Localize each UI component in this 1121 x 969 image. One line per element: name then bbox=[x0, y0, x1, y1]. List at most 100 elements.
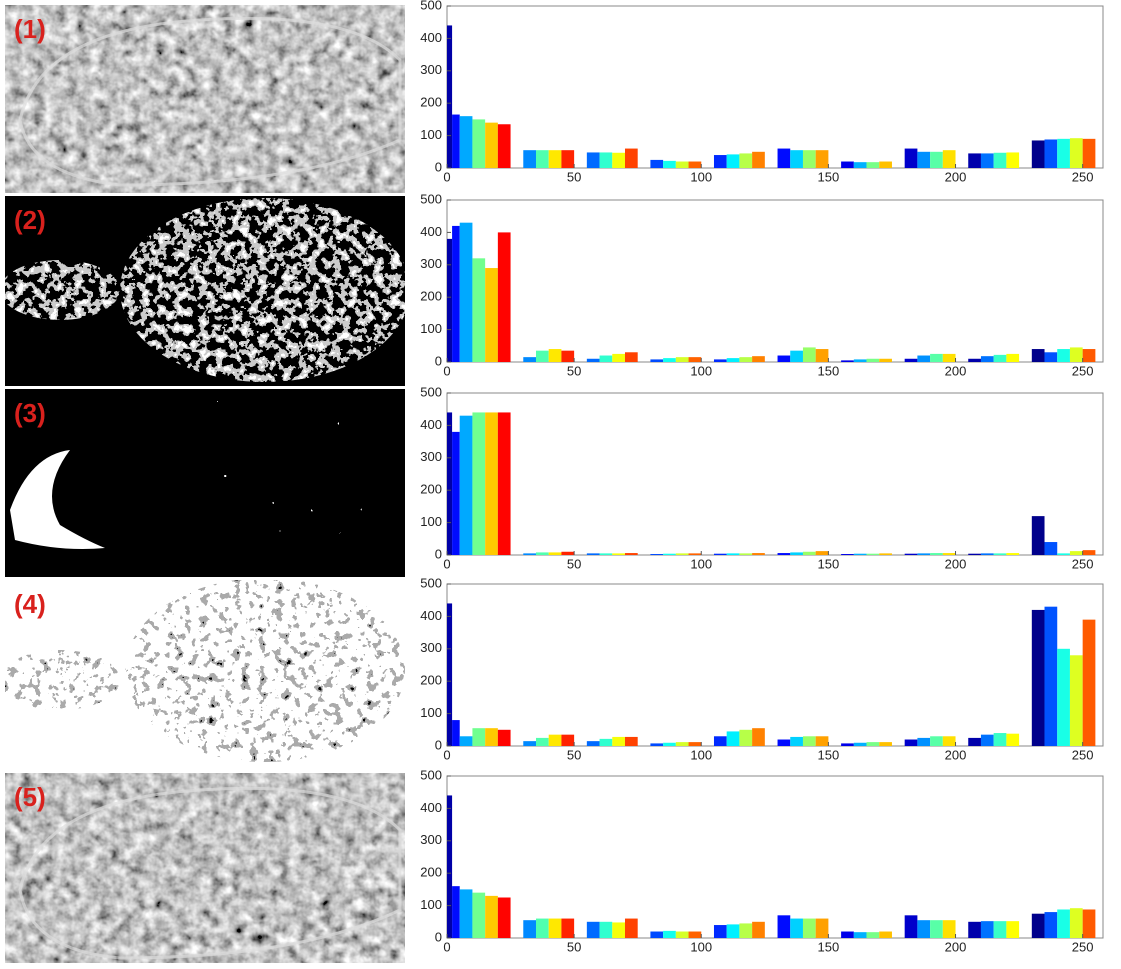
histogram-bar bbox=[1032, 516, 1045, 555]
histogram-bar bbox=[803, 552, 816, 555]
histogram-bar bbox=[561, 552, 574, 555]
histogram-bar bbox=[536, 150, 549, 168]
x-tick-label: 150 bbox=[818, 939, 840, 954]
histogram-bar bbox=[1006, 553, 1019, 555]
x-tick-label: 150 bbox=[818, 169, 840, 184]
histogram-bar bbox=[867, 742, 880, 746]
histogram-bar bbox=[816, 349, 829, 362]
histogram-bar bbox=[905, 149, 918, 168]
histogram-bar bbox=[1045, 139, 1058, 168]
histogram-bar bbox=[1045, 352, 1058, 362]
histogram-bar bbox=[968, 922, 981, 938]
panel-label: (1) bbox=[14, 14, 46, 44]
y-tick-label: 300 bbox=[420, 256, 442, 271]
histogram-bar bbox=[854, 162, 867, 168]
y-tick-label: 500 bbox=[420, 575, 442, 590]
x-tick-label: 100 bbox=[690, 556, 712, 571]
histogram-bar bbox=[867, 554, 880, 555]
y-tick-label: 200 bbox=[420, 482, 442, 497]
histogram-bar bbox=[676, 357, 689, 362]
histogram-bar bbox=[930, 152, 943, 168]
histogram-bar bbox=[879, 742, 892, 746]
histogram-bar bbox=[689, 357, 702, 362]
histogram-bar bbox=[1032, 140, 1045, 168]
histogram-bar bbox=[549, 919, 562, 938]
histogram-bar bbox=[790, 737, 803, 746]
x-tick-label: 200 bbox=[945, 556, 967, 571]
x-tick-label: 0 bbox=[443, 169, 450, 184]
histogram-bar bbox=[587, 359, 600, 362]
histogram-bar bbox=[561, 351, 574, 362]
x-tick-label: 0 bbox=[443, 747, 450, 762]
histogram-bar bbox=[816, 551, 829, 555]
histogram-bar bbox=[994, 553, 1007, 555]
histogram-bar bbox=[498, 898, 511, 939]
y-tick-label: 0 bbox=[435, 353, 442, 368]
histogram-bar bbox=[752, 356, 765, 362]
x-tick-label: 100 bbox=[690, 939, 712, 954]
histogram-bar bbox=[485, 123, 498, 168]
y-tick-label: 200 bbox=[420, 95, 442, 110]
histogram-bar bbox=[1032, 914, 1045, 938]
panel-label: (5) bbox=[14, 782, 46, 812]
y-tick-label: 500 bbox=[420, 0, 442, 12]
histogram-bar bbox=[447, 795, 452, 938]
histogram-bar bbox=[981, 921, 994, 938]
histogram-bar bbox=[1070, 138, 1083, 168]
histogram-bar bbox=[523, 920, 536, 938]
x-tick-label: 250 bbox=[1072, 939, 1094, 954]
histogram-bar bbox=[727, 553, 740, 555]
histogram-bar bbox=[1006, 152, 1019, 168]
histogram-bar bbox=[1006, 734, 1019, 746]
histogram-bar bbox=[879, 553, 892, 555]
y-tick-label: 500 bbox=[420, 767, 442, 782]
histogram-bar bbox=[452, 115, 460, 168]
histogram-bar bbox=[1057, 649, 1070, 746]
histogram-bar bbox=[739, 730, 752, 746]
x-tick-label: 0 bbox=[443, 556, 450, 571]
histogram-bar bbox=[676, 162, 689, 168]
histogram-bar bbox=[612, 553, 625, 555]
histogram-bar bbox=[1057, 553, 1070, 555]
histogram-bar bbox=[676, 742, 689, 746]
y-tick-label: 100 bbox=[420, 897, 442, 912]
y-tick-label: 0 bbox=[435, 546, 442, 561]
histogram-bar bbox=[498, 412, 511, 555]
histogram-bar bbox=[498, 124, 511, 168]
histogram-bar bbox=[689, 162, 702, 168]
histogram-bar bbox=[1045, 607, 1058, 746]
histogram-bar bbox=[879, 359, 892, 362]
histogram-bar bbox=[879, 162, 892, 168]
histogram-bar bbox=[663, 554, 676, 555]
histogram-bar bbox=[816, 919, 829, 938]
histogram-bar bbox=[1032, 349, 1045, 362]
histogram-bar bbox=[587, 553, 600, 555]
histogram-bar bbox=[790, 919, 803, 938]
y-tick-label: 0 bbox=[435, 929, 442, 944]
histogram-bar bbox=[752, 553, 765, 555]
histogram-bar bbox=[460, 736, 473, 746]
image-1 bbox=[5, 5, 405, 193]
histogram-bar bbox=[472, 258, 485, 362]
histogram-bar bbox=[587, 741, 600, 746]
histogram-bar bbox=[803, 736, 816, 746]
x-tick-label: 50 bbox=[567, 363, 581, 378]
histogram-bar bbox=[485, 412, 498, 555]
y-tick-label: 200 bbox=[420, 865, 442, 880]
histogram-bar bbox=[841, 162, 854, 168]
histogram-bar bbox=[1070, 347, 1083, 362]
plot-area bbox=[447, 6, 1103, 168]
histogram-bar bbox=[472, 412, 485, 555]
x-tick-label: 50 bbox=[567, 939, 581, 954]
histogram-bar bbox=[625, 553, 638, 555]
histogram-bar bbox=[447, 412, 452, 555]
histogram-bar bbox=[650, 554, 663, 555]
histogram-bar bbox=[523, 553, 536, 555]
histogram-bar bbox=[472, 893, 485, 938]
histogram-bar bbox=[905, 915, 918, 938]
plot-area bbox=[447, 393, 1103, 555]
histogram-bar bbox=[1070, 908, 1083, 938]
histogram-bar bbox=[600, 553, 613, 555]
histogram-bar bbox=[549, 735, 562, 746]
y-tick-label: 100 bbox=[420, 514, 442, 529]
